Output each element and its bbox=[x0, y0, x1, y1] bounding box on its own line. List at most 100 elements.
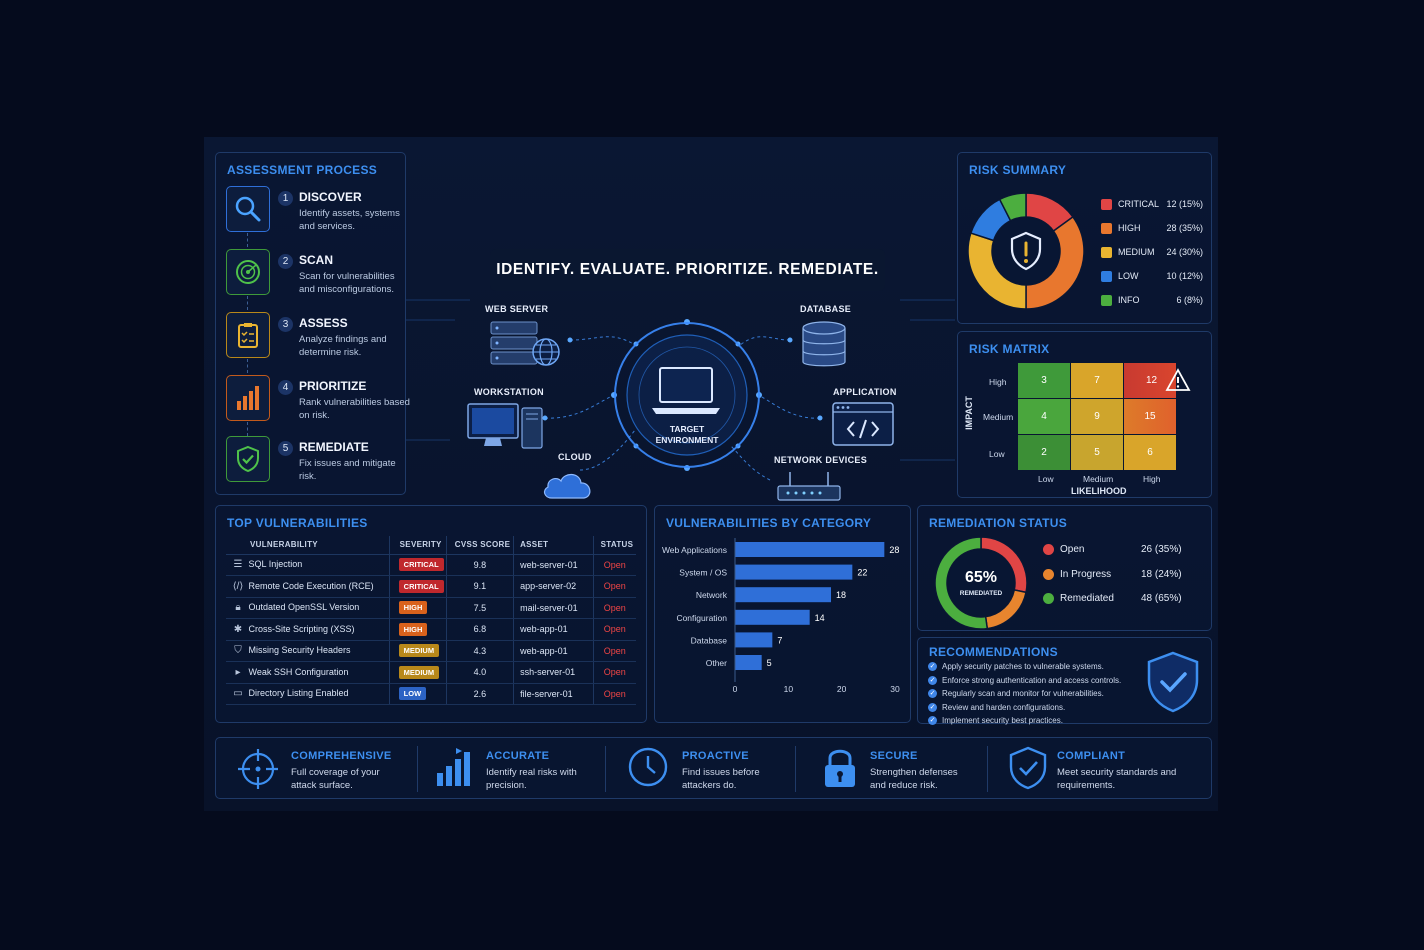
risk-legend-item[interactable]: MEDIUM 24 (30%) bbox=[1101, 247, 1203, 259]
column-header[interactable]: SEVERITY bbox=[388, 536, 447, 555]
x-tick-label: 20 bbox=[837, 684, 847, 694]
step-assess[interactable]: 3 ASSESS Analyze findings and determine … bbox=[226, 312, 406, 362]
table-row[interactable]: ▭ Directory Listing Enabled LOW 2.6 file-se… bbox=[226, 683, 636, 705]
matrix-cell[interactable]: 5 bbox=[1071, 435, 1123, 470]
bug-icon: ✱ bbox=[233, 623, 243, 635]
table-row[interactable]: ⛉ Missing Security Headers MEDIUM 4.3 web-a… bbox=[226, 640, 636, 662]
table-row[interactable]: ✱ Cross-Site Scripting (XSS) HIGH 6.8 web-a… bbox=[226, 618, 636, 641]
shield-icon: ⛉ bbox=[234, 645, 242, 657]
category-bar[interactable] bbox=[735, 609, 810, 625]
legend-swatch bbox=[1101, 295, 1112, 307]
database-icon[interactable] bbox=[800, 320, 848, 377]
asset-name: web-app-01 bbox=[513, 618, 594, 641]
vuln-name: Remote Code Execution (RCE) bbox=[248, 580, 374, 591]
remediation-legend-item[interactable]: Open 26 (35%) bbox=[1043, 544, 1201, 555]
x-tick-label: 10 bbox=[784, 684, 794, 694]
risk-legend-item[interactable]: HIGH 28 (35%) bbox=[1101, 223, 1203, 235]
check-icon: ✓ bbox=[928, 689, 937, 699]
matrix-cell[interactable]: 9 bbox=[1071, 399, 1123, 434]
lock-icon: 🔒︎ bbox=[235, 602, 241, 614]
table-row[interactable]: 🔒︎ Outdated OpenSSL Version HIGH 7.5 mail-s… bbox=[226, 597, 636, 619]
step-number: 1 bbox=[278, 191, 293, 206]
step-desc: Identify assets, systems and services. bbox=[299, 208, 400, 232]
step-discover[interactable]: 1 DISCOVER Identify assets, systems and … bbox=[226, 186, 406, 236]
matrix-cell[interactable]: 15 bbox=[1124, 399, 1176, 434]
severity-badge: HIGH bbox=[398, 622, 428, 636]
donut-slice[interactable] bbox=[998, 192, 1027, 222]
legend-swatch bbox=[1101, 247, 1112, 259]
step-desc: Scan for vulnerabilities and misconfigur… bbox=[299, 271, 395, 295]
column-header[interactable]: ASSET bbox=[513, 536, 594, 555]
step-name: REMEDIATE bbox=[299, 440, 369, 454]
donut-hole bbox=[948, 550, 1014, 616]
matrix-cell[interactable]: 12 bbox=[1124, 363, 1176, 398]
category-bar[interactable] bbox=[735, 632, 773, 648]
matrix-cell[interactable]: 3 bbox=[1018, 363, 1070, 398]
category-bar[interactable] bbox=[735, 564, 853, 580]
step-desc: Rank vulnerabilities based on risk. bbox=[299, 397, 410, 421]
table-row[interactable]: ▸ Weak SSH Configuration MEDIUM 4.0 ssh-ser… bbox=[226, 661, 636, 684]
application-icon[interactable] bbox=[832, 402, 894, 451]
step-scan[interactable]: 2 SCAN Scan for vulnerabilities and misc… bbox=[226, 249, 406, 299]
severity-badge: LOW bbox=[398, 687, 427, 701]
feature-title: COMPREHENSIVE bbox=[291, 750, 392, 762]
risk-legend-item[interactable]: LOW 10 (12%) bbox=[1101, 271, 1203, 283]
category-bar-chart: Web Applications 28 System / OS 22 Network 18… bbox=[662, 538, 900, 694]
legend-value: 24 (30%) bbox=[1166, 247, 1203, 257]
category-bar[interactable] bbox=[735, 587, 831, 603]
risk-legend-item[interactable]: INFO 6 (8%) bbox=[1101, 295, 1203, 307]
code-icon: ⟨/⟩ bbox=[232, 580, 244, 592]
column-header[interactable]: CVSS SCORE bbox=[445, 536, 514, 555]
step-name: ASSESS bbox=[299, 316, 348, 330]
node-cloud-label: CLOUD bbox=[558, 452, 592, 462]
workstation-icon[interactable] bbox=[466, 402, 548, 457]
matrix-cell[interactable]: 7 bbox=[1071, 363, 1123, 398]
status-label: Open bbox=[603, 602, 626, 613]
severity-badge: CRITICAL bbox=[398, 558, 444, 572]
donut-slice[interactable] bbox=[934, 536, 989, 630]
shield-check-icon bbox=[226, 436, 270, 482]
step-remediate[interactable]: 5 REMEDIATE Fix issues and mitigate risk… bbox=[226, 436, 406, 486]
feature-desc: Find issues before attackers do. bbox=[682, 767, 760, 791]
cvss-score: 6.8 bbox=[445, 618, 514, 641]
category-bar[interactable] bbox=[735, 655, 762, 670]
remediation-legend-item[interactable]: In Progress 18 (24%) bbox=[1043, 568, 1201, 580]
router-icon[interactable] bbox=[776, 470, 842, 507]
features-bar: COMPREHENSIVE Full coverage of your atta… bbox=[215, 737, 1212, 799]
category-bar[interactable] bbox=[735, 542, 885, 557]
matrix-cell[interactable]: 4 bbox=[1018, 399, 1070, 434]
table-row[interactable]: ⟨/⟩ Remote Code Execution (RCE) CRITICAL 9… bbox=[226, 575, 636, 598]
column-header[interactable]: STATUS bbox=[592, 536, 636, 555]
matrix-cell[interactable]: 6 bbox=[1124, 435, 1176, 470]
remediation-legend-item[interactable]: Remediated 48 (65%) bbox=[1043, 593, 1201, 604]
clipboard-icon bbox=[226, 312, 270, 358]
target-environment[interactable]: TARGET ENVIRONMENT bbox=[612, 320, 762, 470]
vuln-name: SQL Injection bbox=[248, 559, 303, 570]
cvss-score: 4.3 bbox=[445, 640, 514, 662]
column-header[interactable]: VULNERABILITY bbox=[226, 536, 390, 555]
matrix-cell[interactable]: 2 bbox=[1018, 435, 1070, 470]
recommendation-item: ✓ Regularly scan and monitor for vulnerab… bbox=[928, 689, 1104, 699]
category-label: Network bbox=[696, 590, 728, 600]
remediation-status-panel: REMEDIATION STATUS 65% REMEDIATED Open 26… bbox=[917, 505, 1212, 631]
feature-comprehensive: COMPREHENSIVE Full coverage of your atta… bbox=[216, 738, 416, 800]
asset-name: ssh-server-01 bbox=[513, 661, 594, 684]
recommendation-text: Apply security patches to vulnerable sys… bbox=[942, 662, 1104, 671]
recommendation-item: ✓ Review and harden configurations. bbox=[928, 703, 1065, 712]
web-server-icon[interactable] bbox=[490, 320, 565, 373]
x-tick-label: 30 bbox=[890, 684, 900, 694]
legend-value: 48 (65%) bbox=[1141, 593, 1182, 604]
step-prioritize[interactable]: 4 PRIORITIZE Rank vulnerabilities based … bbox=[226, 375, 410, 425]
assessment-process-panel: ASSESSMENT PROCESS 1 DISCOVER Identify a… bbox=[215, 152, 410, 495]
legend-value: 12 (15%) bbox=[1166, 199, 1203, 209]
table-row[interactable]: ☰ SQL Injection CRITICAL 9.8 web-server-01 O… bbox=[226, 554, 636, 576]
status-label: Open bbox=[603, 624, 626, 635]
risk-donut-chart bbox=[967, 192, 1085, 310]
matrix-x-axis-label: LIKELIHOOD bbox=[1071, 486, 1127, 496]
risk-legend-item[interactable]: CRITICAL 12 (15%) bbox=[1101, 199, 1203, 211]
top-vulnerabilities-panel: TOP VULNERABILITIES VULNERABILITY SEVERI… bbox=[215, 505, 647, 723]
check-icon: ✓ bbox=[928, 662, 937, 672]
donut-slice[interactable] bbox=[1025, 215, 1085, 310]
cloud-icon[interactable] bbox=[540, 466, 596, 505]
step-number: 5 bbox=[278, 441, 293, 456]
